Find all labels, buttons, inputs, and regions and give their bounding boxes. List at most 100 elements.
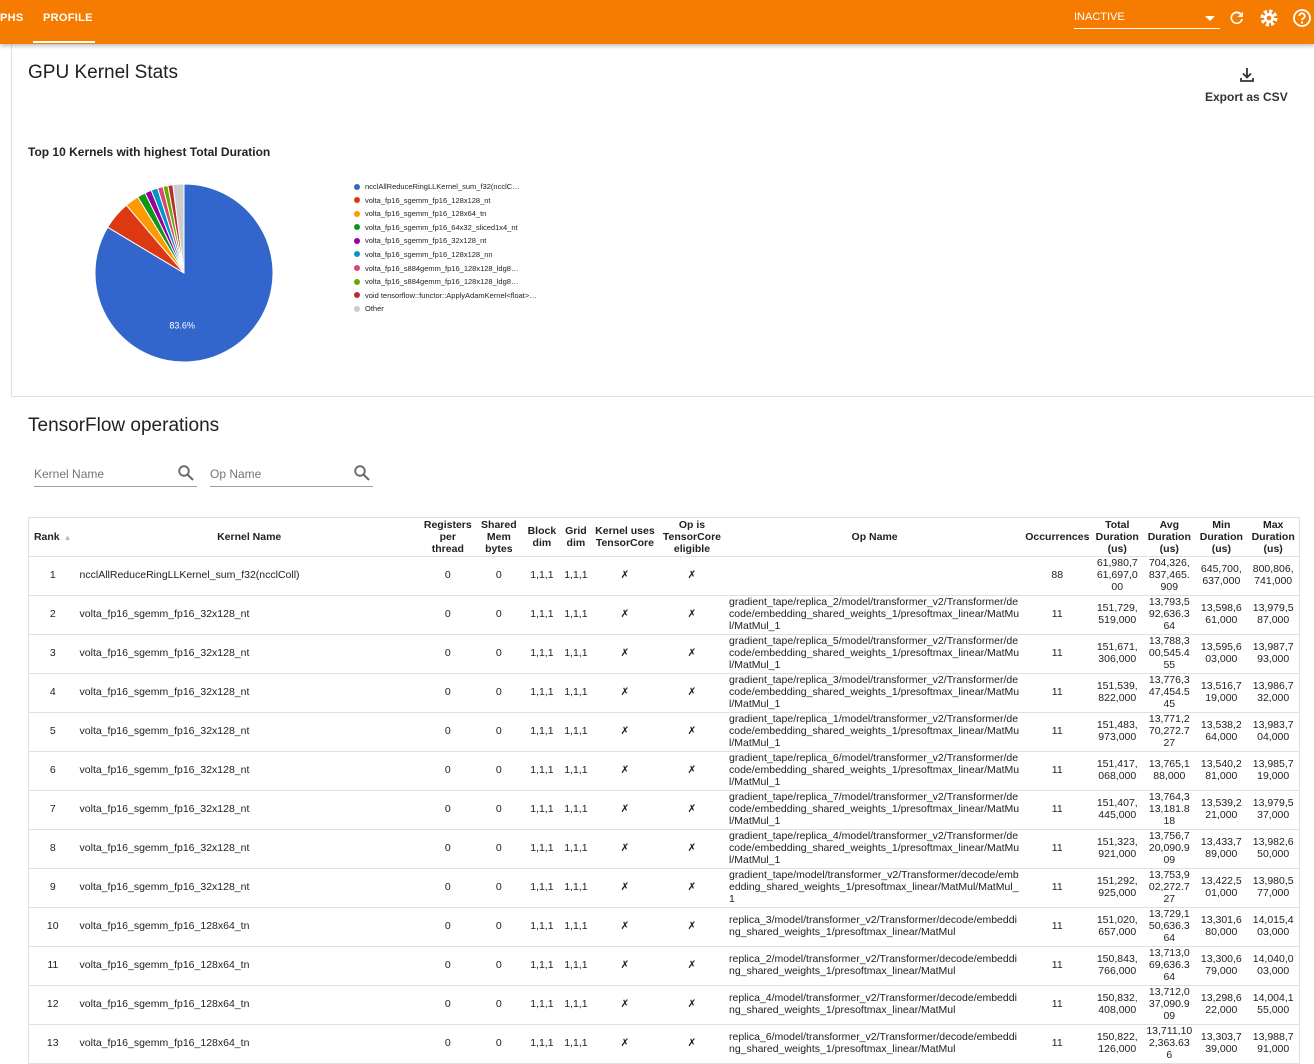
status-select[interactable]: INACTIVE: [1074, 11, 1220, 29]
column-header[interactable]: Block dim: [523, 517, 560, 557]
table-cell: ✗: [657, 985, 726, 1025]
table-cell: 0: [421, 946, 474, 986]
table-cell: ✗: [591, 673, 658, 713]
card-border: [11, 44, 12, 396]
column-header[interactable]: Registers per thread: [421, 517, 474, 557]
column-header[interactable]: Kernel uses TensorCore: [591, 517, 658, 557]
table-cell: 1,1,1: [523, 673, 560, 713]
help-icon[interactable]: [1292, 8, 1312, 28]
table-cell: 150,843,766,000: [1091, 946, 1144, 986]
kernel-filter[interactable]: Kernel Name: [34, 462, 197, 487]
header-text: Total Duration (us): [1095, 519, 1139, 555]
column-header[interactable]: Shared Mem bytes: [473, 517, 524, 557]
legend: ncclAllReduceRingLLKernel_sum_f32(ncclC……: [354, 182, 539, 318]
table-row: 5 volta_fp16_sgemm_fp16_32x128_nt 0 0 1,1,1 1…: [28, 712, 1300, 752]
header-text: Registers per thread: [423, 519, 472, 555]
table-cell: 0: [473, 634, 524, 674]
legend-label: volta_fp16_sgemm_fp16_64x32_sliced1x4_nt: [365, 222, 518, 232]
table-cell: 151,417,068,000: [1091, 751, 1144, 791]
export-button[interactable]: Export as CSV: [1205, 90, 1288, 104]
table-cell: 1,1,1: [523, 946, 560, 986]
table-cell: 11: [1023, 829, 1092, 869]
column-header[interactable]: Grid dim: [559, 517, 592, 557]
table-cell: replica_4/model/transformer_v2/Transform…: [725, 985, 1024, 1025]
table-cell: 13,793,592,636.364: [1143, 595, 1196, 635]
column-header[interactable]: Op is TensorCore eligible: [657, 517, 726, 557]
dropdown-arrow: [1205, 16, 1215, 21]
table-row: 1 ncclAllReduceRingLLKernel_sum_f32(ncclC…: [28, 556, 1300, 596]
table-cell: volta_fp16_sgemm_fp16_128x64_tn: [76, 907, 422, 947]
table-cell: 0: [473, 712, 524, 752]
header-text: Op Name: [851, 531, 898, 543]
legend-label: void tensorflow::functor::ApplyAdamKerne…: [365, 290, 537, 300]
table-cell: 0: [473, 595, 524, 635]
table-cell: 13,539,221,000: [1195, 790, 1248, 830]
column-header[interactable]: Op Name: [725, 517, 1024, 557]
legend-swatch: [354, 278, 360, 285]
table-cell: 704,326,837,465.909: [1143, 556, 1196, 596]
column-header[interactable]: Total Duration (us): [1091, 517, 1144, 557]
table-cell: 12: [28, 985, 77, 1025]
table-cell: 13,422,501,000: [1195, 868, 1248, 908]
chart-title: Top 10 Kernels with highest Total Durati…: [28, 145, 271, 159]
table-cell: 151,729,519,000: [1091, 595, 1144, 635]
table-cell: 11: [1023, 946, 1092, 986]
op-filter[interactable]: Op Name: [210, 462, 373, 487]
table-row: 8 volta_fp16_sgemm_fp16_32x128_nt 0 0 1,1,1 1…: [28, 829, 1300, 869]
table-cell: ✗: [591, 868, 658, 908]
header-text: Occurrences: [1025, 531, 1090, 543]
pie-chart: 83.6%: [94, 183, 274, 363]
table-cell: 13,979,537,000: [1247, 790, 1300, 830]
column-header[interactable]: Occurrences: [1023, 517, 1092, 557]
table-cell: 1,1,1: [523, 829, 560, 869]
column-header[interactable]: Avg Duration (us): [1143, 517, 1196, 557]
table-cell: 13,982,650,000: [1247, 829, 1300, 869]
refresh-icon[interactable]: [1228, 9, 1246, 27]
table-cell: 0: [473, 790, 524, 830]
table-cell: 0: [421, 712, 474, 752]
table-cell: 13,433,789,000: [1195, 829, 1248, 869]
legend-swatch: [354, 210, 360, 217]
table-cell: 1,1,1: [559, 790, 592, 830]
table-cell: gradient_tape/replica_4/model/transforme…: [725, 829, 1024, 869]
table-cell: 0: [473, 673, 524, 713]
tab[interactable]: PHS: [0, 12, 24, 24]
table-cell: 11: [1023, 907, 1092, 947]
table-cell: 88: [1023, 556, 1092, 596]
download-icon[interactable]: [1238, 66, 1256, 84]
table-cell: 3: [28, 634, 77, 674]
table-cell: 1,1,1: [559, 907, 592, 947]
table-cell: 13,983,704,000: [1247, 712, 1300, 752]
legend-label: volta_fp16_sgemm_fp16_128x128_nt: [365, 195, 491, 205]
table-cell: volta_fp16_sgemm_fp16_128x64_tn: [76, 1024, 422, 1064]
table-cell: 13,300,679,000: [1195, 946, 1248, 986]
table-cell: 1,1,1: [523, 790, 560, 830]
header-text: Shared Mem bytes: [481, 519, 517, 555]
settings-icon[interactable]: [1259, 8, 1279, 28]
column-header[interactable]: Rank ▲: [28, 517, 77, 557]
legend-swatch: [354, 237, 360, 244]
table-cell: 11: [1023, 751, 1092, 791]
header-text: Kernel Name: [217, 531, 282, 543]
table-cell: 0: [473, 1024, 524, 1064]
table-cell: 1,1,1: [559, 985, 592, 1025]
table-cell: 1,1,1: [523, 868, 560, 908]
column-header[interactable]: Kernel Name: [76, 517, 422, 557]
table-cell: ✗: [657, 673, 726, 713]
column-header[interactable]: Min Duration (us): [1195, 517, 1248, 557]
divider: [11, 396, 1314, 397]
legend-item: volta_fp16_sgemm_fp16_128x128_nn: [354, 250, 539, 259]
table-cell: ✗: [591, 712, 658, 752]
placeholder: Op Name: [210, 467, 262, 481]
table-cell: 645,700,637,000: [1195, 556, 1248, 596]
table-cell: replica_6/model/transformer_v2/Transform…: [725, 1024, 1024, 1064]
legend-swatch: [354, 251, 360, 258]
tab[interactable]: PROFILE: [43, 12, 93, 24]
table-cell: 150,832,408,000: [1091, 985, 1144, 1025]
table-row: 9 volta_fp16_sgemm_fp16_32x128_nt 0 0 1,1,1 1…: [28, 868, 1300, 908]
legend-item: volta_fp16_sgemm_fp16_128x64_tn: [354, 209, 539, 218]
data-label: 83.6%: [169, 321, 195, 331]
table-cell: ✗: [591, 1024, 658, 1064]
column-header[interactable]: Max Duration (us): [1247, 517, 1300, 557]
